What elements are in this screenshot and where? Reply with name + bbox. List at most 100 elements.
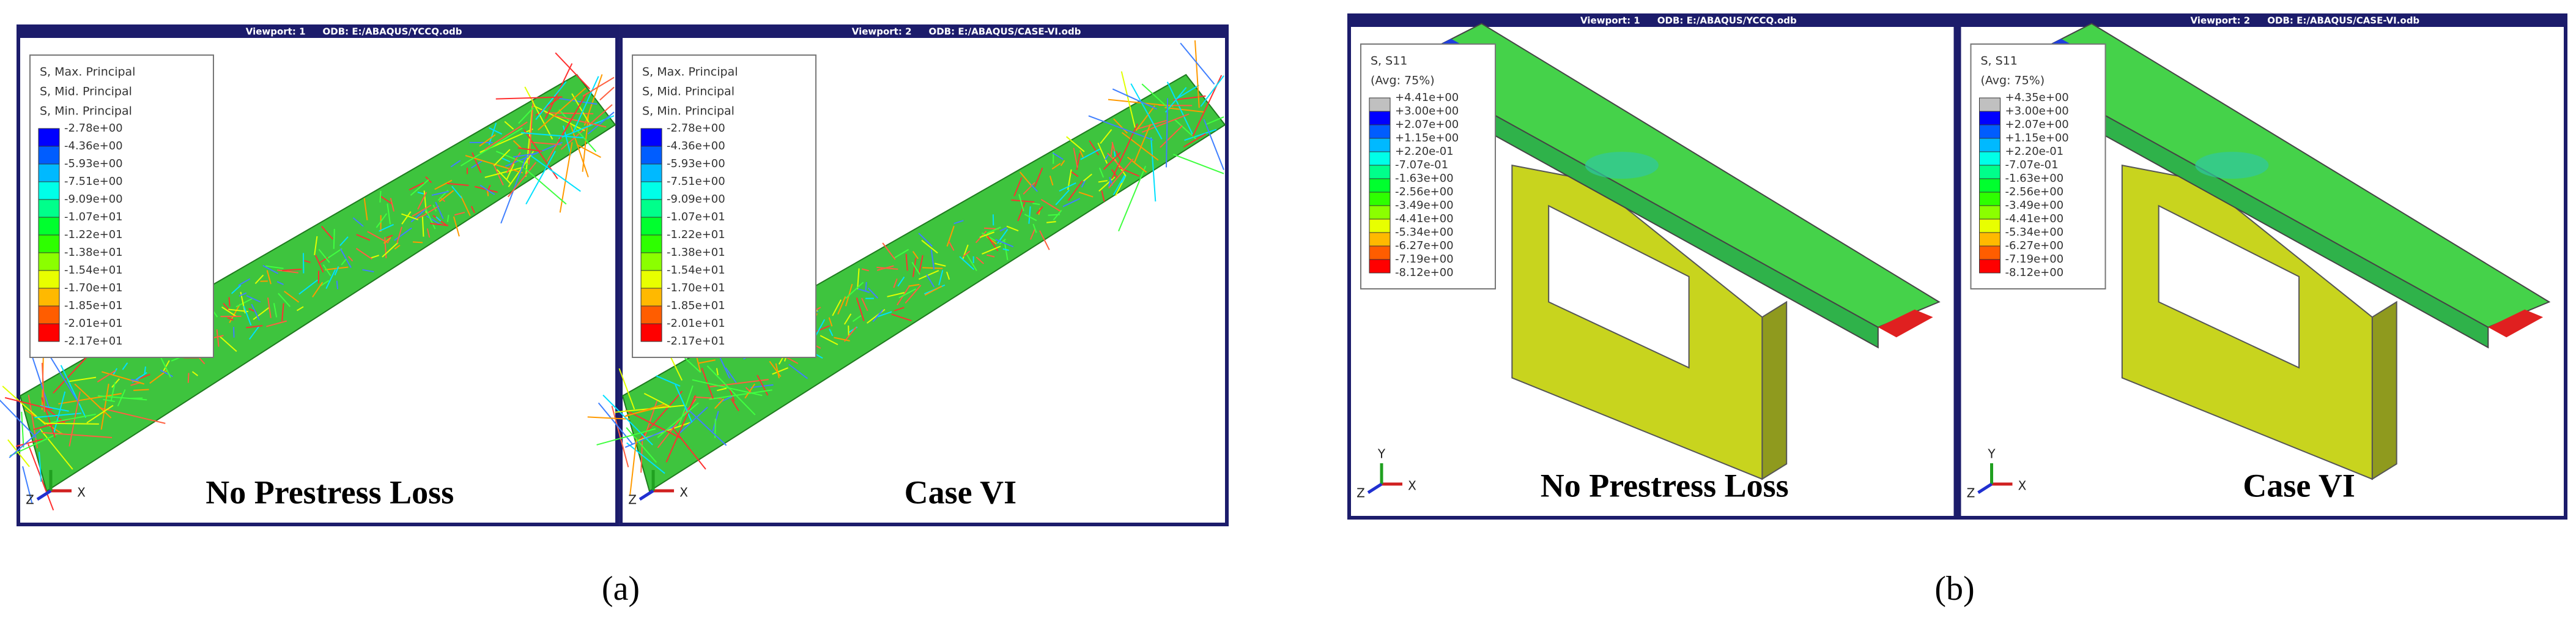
stress-vector (371, 255, 380, 259)
stress-vector (1135, 119, 1168, 130)
stress-vector (1023, 182, 1035, 195)
viewport-name: Viewport: 1 (1580, 15, 1640, 26)
stress-vector (276, 281, 284, 285)
stress-vector (21, 411, 24, 448)
stress-vector (535, 81, 567, 121)
stress-vector (97, 370, 116, 382)
stress-vector (1121, 176, 1126, 184)
stress-vector (367, 231, 388, 243)
legend-value: +1.15e+00 (1395, 132, 1459, 144)
legend-value: -4.36e+00 (667, 140, 725, 152)
legend-swatch (640, 128, 662, 147)
stress-vector (820, 335, 838, 346)
stress-vector (1113, 118, 1128, 134)
stress-vector (535, 96, 561, 116)
stress-vector (1160, 125, 1183, 148)
stress-zone (1585, 152, 1659, 179)
stress-vector (657, 402, 699, 438)
stress-vector (570, 125, 589, 177)
stress-vector (423, 190, 427, 213)
legend-swatch (640, 146, 662, 165)
legend-value: -1.22e+01 (667, 228, 725, 241)
stress-vector (1088, 115, 1153, 141)
stress-vector (843, 326, 857, 342)
legend-swatch (1369, 192, 1391, 206)
stress-vector (926, 274, 935, 288)
stress-vector (383, 237, 391, 244)
stress-vector (1098, 167, 1105, 178)
stress-vector (624, 403, 665, 417)
stress-vector (571, 93, 591, 125)
stress-vector (39, 452, 42, 482)
stress-vector (692, 379, 763, 397)
legend-swatch (38, 163, 60, 182)
stress-vector (898, 288, 917, 299)
stress-vector (876, 266, 898, 270)
stress-vector (1011, 199, 1035, 203)
stress-vector (103, 398, 115, 403)
stress-vector (1206, 116, 1224, 125)
stress-vector (1173, 154, 1224, 174)
stress-vector (1173, 95, 1206, 101)
stress-vector (908, 283, 920, 287)
legend-swatch (640, 288, 662, 307)
triad-label: X (679, 485, 688, 500)
legend-swatch (640, 252, 662, 271)
stress-vector (986, 226, 1001, 234)
legend-swatch (1979, 178, 2000, 193)
stress-vector (325, 266, 349, 270)
stress-vector (837, 296, 846, 315)
stress-vector (435, 216, 442, 222)
legend-swatch (1369, 218, 1391, 233)
stress-vector (2, 386, 46, 425)
stress-vector (220, 336, 237, 352)
legend-value: -1.63e+00 (1395, 172, 1454, 185)
stress-vector (965, 253, 977, 272)
legend-value: -1.38e+01 (64, 246, 123, 259)
stress-vector (772, 367, 788, 375)
stress-vector (282, 268, 302, 272)
stress-vector (430, 223, 449, 226)
stress-vector (865, 282, 867, 291)
stress-vector (470, 206, 475, 214)
stress-vector (675, 384, 693, 423)
legend-title: S, Mid. Principal (40, 85, 132, 99)
stress-vector (495, 96, 563, 100)
legend-title: S, S11 (1371, 54, 1407, 68)
stress-vector (1108, 158, 1134, 189)
stress-vector (1177, 84, 1199, 99)
stress-vector (339, 236, 349, 247)
triad-axis (36, 489, 52, 501)
stress-vector (362, 269, 374, 273)
legend-value: -1.85e+01 (667, 299, 725, 312)
triad-label: Y (1987, 447, 1996, 461)
viewport-caption: Case VI (2243, 467, 2355, 504)
stress-vector (1019, 171, 1032, 186)
triad-label: Z (1967, 486, 1975, 501)
stress-vector (394, 244, 401, 250)
triad-label: X (77, 485, 86, 500)
stress-vector (235, 297, 253, 308)
stress-vector (60, 365, 87, 418)
viewport: Viewport: 2 ODB: E:/ABAQUS/CASE-VI.odb S, … (1957, 13, 2567, 520)
stress-vector (320, 280, 330, 286)
stress-vector (417, 192, 424, 195)
legend-swatch (1979, 205, 2000, 220)
stress-vector (284, 291, 300, 303)
stress-vector (891, 313, 912, 322)
stress-vector (460, 127, 523, 166)
stress-vector (918, 255, 923, 274)
stress-vector (1028, 206, 1031, 224)
legend-swatch (1979, 192, 2000, 206)
stress-vector (602, 394, 653, 446)
legend-value: -7.19e+00 (2005, 253, 2064, 266)
stress-vector (905, 253, 908, 271)
stress-vector (725, 367, 737, 384)
legend-value: -1.85e+01 (64, 299, 123, 312)
odb-path: ODB: E:/ABAQUS/CASE-VI.odb (929, 26, 1081, 37)
stress-vector (745, 387, 752, 393)
stress-vector (401, 213, 419, 220)
stress-vector (911, 261, 920, 275)
stress-vector (582, 76, 615, 97)
